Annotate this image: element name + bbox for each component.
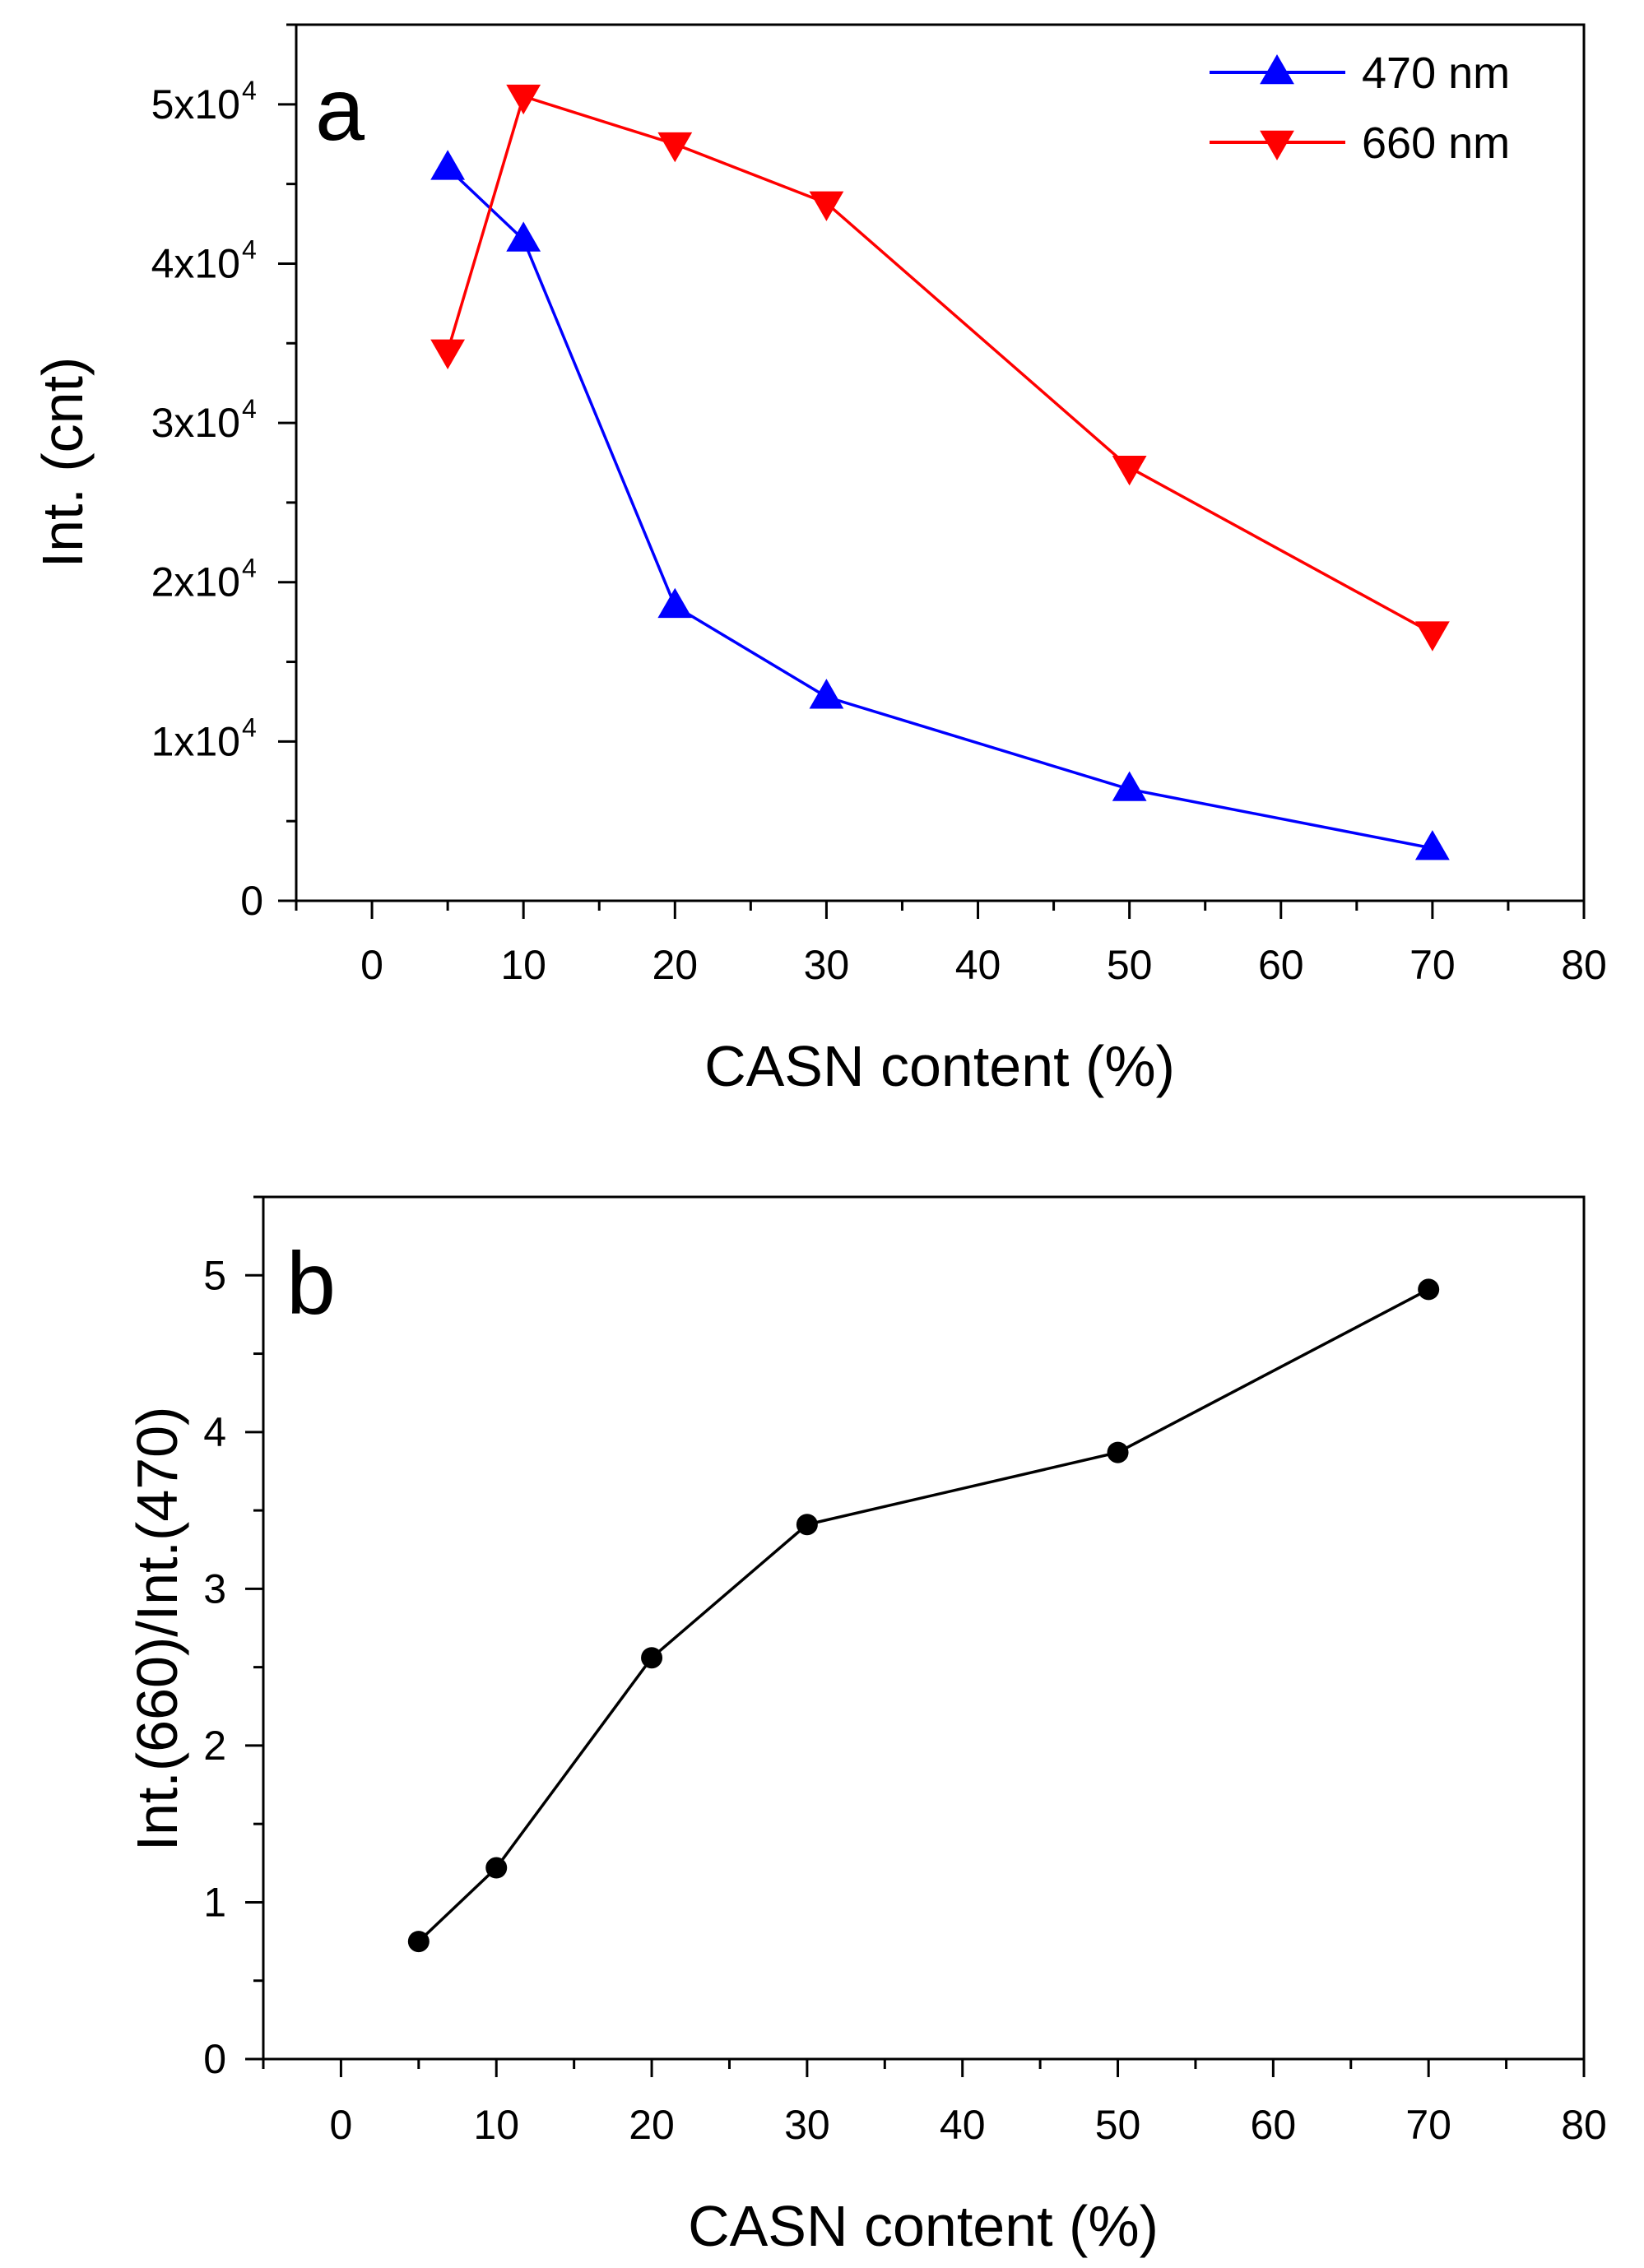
data-point-marker	[1414, 830, 1450, 860]
y-tick-mantissa: 2	[203, 1723, 226, 1769]
panel-b-letter: b	[286, 1233, 336, 1333]
data-point-marker	[657, 587, 693, 619]
series-line-1	[446, 167, 1433, 850]
y-tick-exponent: 4	[242, 394, 257, 424]
x-tick-label: 50	[1095, 2102, 1141, 2148]
data-point-marker	[485, 1857, 508, 1879]
x-tick-label: 70	[1409, 942, 1456, 988]
data-point-marker	[506, 221, 541, 252]
y-tick-exponent: 4	[242, 76, 257, 105]
x-tick-label: 80	[1561, 942, 1607, 988]
y-tick-label: 3	[203, 1565, 226, 1612]
data-point-marker	[641, 1647, 663, 1669]
x-tick-label: 20	[652, 942, 698, 988]
data-point-marker	[809, 191, 844, 221]
panel-b: 0 10 20 30 40 50 60 70 80 0 1 2 3 4 5 b CASN content (…	[125, 1195, 1607, 2258]
y-tick-mantissa: 3	[203, 1565, 226, 1612]
panel-a-frame	[295, 23, 1586, 902]
data-point-marker	[1112, 771, 1147, 801]
x-tick-label: 20	[629, 2102, 675, 2148]
y-tick-mantissa: 5x10	[151, 81, 240, 128]
data-point-marker	[1418, 1278, 1440, 1301]
legend-660-label: 660 nm	[1362, 118, 1510, 168]
panel-a-letter: a	[315, 59, 365, 159]
y-tick-mantissa: 2x10	[151, 559, 240, 605]
series-line-2	[446, 95, 1433, 635]
y-tick-mantissa: 0	[203, 2036, 226, 2082]
data-point-marker	[809, 679, 844, 709]
series-line-1	[417, 1287, 1429, 1943]
y-tick-mantissa: 4x10	[151, 240, 240, 286]
panel-a-x-axis-title: CASN content (%)	[704, 1034, 1175, 1098]
panel-b-y-axis-title: Int.(660)/Int.(470)	[125, 1407, 189, 1852]
data-point-marker	[796, 1514, 818, 1536]
y-tick-label: 2x10 4	[151, 554, 257, 605]
y-tick-label: 3x10 4	[151, 394, 257, 446]
y-tick-label: 4	[203, 1409, 226, 1455]
y-tick-exponent: 4	[242, 234, 257, 264]
y-tick-label: 4x10 4	[151, 234, 257, 286]
x-tick-label: 0	[360, 942, 383, 988]
panel-b-x-axis-title: CASN content (%)	[688, 2194, 1159, 2258]
y-tick-exponent: 4	[242, 554, 257, 583]
data-point-marker	[430, 339, 466, 369]
data-point-marker	[506, 84, 541, 115]
x-tick-label: 10	[500, 942, 546, 988]
data-point-marker	[430, 150, 466, 180]
x-tick-label: 60	[1258, 942, 1304, 988]
y-tick-mantissa: 3x10	[151, 400, 240, 446]
data-point-marker	[657, 132, 693, 163]
x-tick-label: 70	[1405, 2102, 1451, 2148]
panel-b-frame	[262, 1195, 1586, 2061]
y-tick-label: 5x10 4	[151, 76, 257, 128]
y-tick-mantissa: 1x10	[151, 718, 240, 764]
legend-470-label: 470 nm	[1362, 49, 1510, 98]
y-tick-exponent: 4	[242, 712, 257, 742]
data-point-marker	[1414, 621, 1450, 652]
data-point-marker	[1112, 456, 1147, 486]
panel-b-series	[407, 1278, 1440, 1953]
legend-470-marker	[1260, 54, 1294, 85]
y-tick-label: 2	[203, 1723, 226, 1769]
x-tick-label: 50	[1107, 942, 1153, 988]
y-tick-label: 0	[240, 878, 263, 924]
x-tick-label: 10	[473, 2102, 519, 2148]
y-tick-mantissa: 4	[203, 1409, 226, 1455]
y-tick-mantissa: 1	[203, 1879, 226, 1925]
x-tick-label: 40	[940, 2102, 986, 2148]
panel-a-legend: 470 nm 660 nm	[1210, 49, 1510, 168]
x-tick-label: 30	[784, 2102, 830, 2148]
y-tick-mantissa: 0	[240, 878, 263, 924]
x-tick-label: 60	[1251, 2102, 1297, 2148]
legend-660-marker	[1260, 130, 1294, 160]
y-tick-mantissa: 5	[203, 1252, 226, 1298]
x-tick-label: 80	[1561, 2102, 1607, 2148]
x-tick-label: 40	[955, 942, 1001, 988]
panel-b-ticks: 0 10 20 30 40 50 60 70 80 0 1 2 3 4 5	[203, 1195, 1607, 2148]
y-tick-label: 1	[203, 1879, 226, 1925]
x-tick-label: 0	[330, 2102, 353, 2148]
y-tick-label: 1x10 4	[151, 712, 257, 764]
data-point-marker	[407, 1931, 430, 1953]
y-tick-label: 5	[203, 1252, 226, 1298]
data-point-marker	[1107, 1441, 1129, 1463]
x-tick-label: 30	[804, 942, 850, 988]
y-tick-label: 0	[203, 2036, 226, 2082]
panel-a-series	[430, 84, 1450, 860]
panel-a-y-axis-title: Int. (cnt)	[30, 357, 95, 568]
